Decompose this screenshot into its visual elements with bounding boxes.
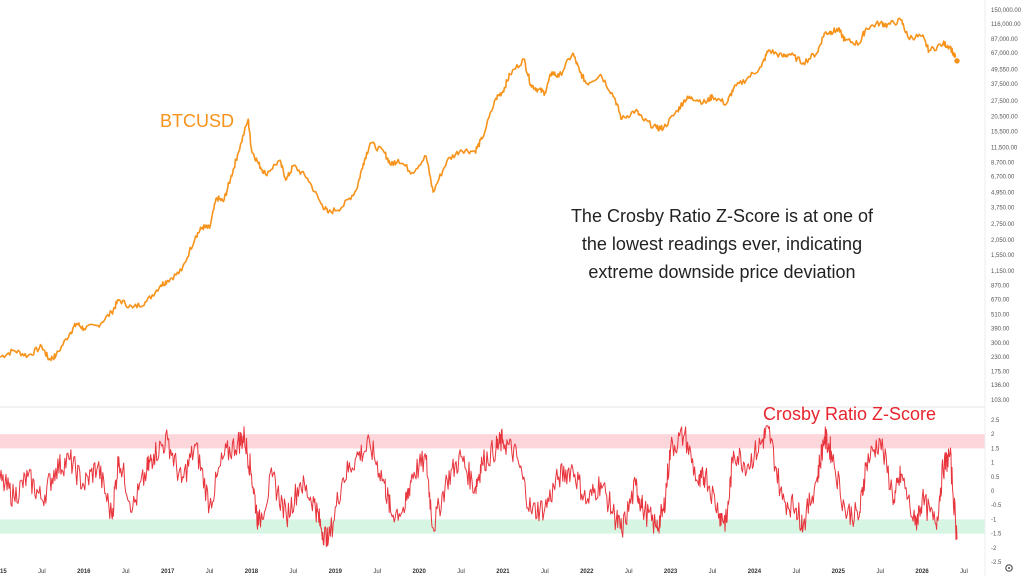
price-tick-label: 37,500.00 [991, 82, 1018, 88]
x-tick-label: Jul [373, 569, 381, 575]
x-tick-label: Jul [457, 569, 465, 575]
zscore-tick-label: -0.5 [991, 503, 1002, 509]
zscore-band-1 [0, 519, 985, 534]
x-tick-label: Jul [206, 569, 214, 575]
price-tick-label: 510.00 [991, 312, 1010, 318]
price-tick-label: 20,500.00 [991, 115, 1018, 121]
zscore-tick-label: -2.5 [991, 560, 1002, 566]
price-tick-label: 116,000.00 [991, 22, 1021, 28]
x-tick-label: Jul [290, 569, 298, 575]
price-tick-label: 300.00 [991, 341, 1010, 347]
zscore-tick-label: 2 [991, 432, 995, 438]
zscore-tick-label: -2 [991, 546, 997, 552]
settings-gear-icon[interactable] [1005, 564, 1013, 572]
price-tick-label: 11,500.00 [991, 146, 1018, 152]
x-tick-label: 2021 [496, 569, 510, 575]
price-tick-label: 4,950.00 [991, 191, 1015, 197]
zscore-tick-label: -1.5 [991, 532, 1002, 538]
x-tick-label: 2015 [0, 569, 7, 575]
annotation-text: The Crosby Ratio Z-Score is at one of th… [571, 206, 874, 282]
annotation-line-3: extreme downside price deviation [588, 262, 855, 282]
x-tick-label: 2018 [245, 569, 259, 575]
x-tick-label: Jul [793, 569, 801, 575]
x-tick-label: 2026 [915, 569, 929, 575]
btcusd-price-line [0, 17, 958, 362]
x-tick-label: 2020 [412, 569, 426, 575]
x-tick-label: Jul [960, 569, 968, 575]
zscore-title: Crosby Ratio Z-Score [763, 404, 936, 424]
price-axis: 150,000.00 116,000.00 87,000.00 67,000.00 49… [991, 8, 1022, 404]
price-tick-label: 8,700.00 [991, 160, 1015, 166]
price-tick-label: 87,000.00 [991, 37, 1018, 43]
price-tick-label: 67,000.00 [991, 51, 1018, 57]
btcusd-last-price-marker [953, 57, 961, 65]
zscore-pane [0, 425, 958, 547]
zscore-tick-label: 2.5 [991, 418, 1000, 424]
x-tick-label: 2024 [748, 569, 762, 575]
gear-icon-outer [1005, 564, 1013, 572]
x-tick-label: 2025 [832, 569, 846, 575]
x-tick-label: Jul [541, 569, 549, 575]
x-tick-label: Jul [709, 569, 717, 575]
price-tick-label: 1,150.00 [991, 269, 1015, 275]
x-tick-label: Jul [625, 569, 633, 575]
price-tick-label: 136.00 [991, 383, 1010, 389]
zscore-tick-label: 0.5 [991, 475, 1000, 481]
annotation-line-1: The Crosby Ratio Z-Score is at one of [571, 206, 874, 226]
zscore-tick-label: 1 [991, 461, 995, 467]
price-tick-label: 150,000.00 [991, 8, 1022, 14]
price-tick-label: 27,500.00 [991, 99, 1018, 105]
price-tick-label: 390.00 [991, 327, 1010, 333]
price-tick-label: 6,700.00 [991, 174, 1015, 180]
price-tick-label: 103.00 [991, 398, 1010, 404]
x-tick-label: Jul [38, 569, 46, 575]
zscore-axis: 2.5 2 1.5 1 0.5 0 -0.5 -1 -1.5 -2 -2.5 [991, 418, 1002, 566]
price-tick-label: 1,550.00 [991, 253, 1015, 259]
price-tick-label: 2,050.00 [991, 238, 1015, 244]
x-tick-label: 2022 [580, 569, 594, 575]
price-pane [0, 17, 961, 362]
x-tick-label: Jul [122, 569, 130, 575]
time-axis: 2015 Jul 2016 Jul 2017 Jul 2018 Jul 2019 Jul 2020 J… [0, 569, 968, 575]
price-tick-label: 230.00 [991, 355, 1010, 361]
btcusd-label: BTCUSD [160, 111, 234, 131]
gear-icon-inner [1008, 567, 1010, 569]
x-tick-label: 2017 [161, 569, 175, 575]
zscore-tick-label: 0 [991, 489, 995, 495]
x-tick-label: 2023 [664, 569, 678, 575]
zscore-tick-label: 1.5 [991, 446, 1000, 452]
price-tick-label: 175.00 [991, 370, 1010, 376]
x-tick-label: 2016 [77, 569, 91, 575]
annotation-line-2: the lowest readings ever, indicating [582, 234, 862, 254]
x-tick-label: 2019 [329, 569, 343, 575]
price-tick-label: 3,750.00 [991, 206, 1015, 212]
zscore-tick-label: -1 [991, 517, 997, 523]
x-tick-label: Jul [876, 569, 884, 575]
price-tick-label: 15,500.00 [991, 130, 1018, 136]
price-tick-label: 870.00 [991, 284, 1010, 290]
zscore-line [0, 425, 958, 547]
price-tick-label: 49,550.00 [991, 67, 1018, 73]
price-tick-label: 2,750.00 [991, 222, 1015, 228]
price-tick-label: 670.00 [991, 298, 1010, 304]
